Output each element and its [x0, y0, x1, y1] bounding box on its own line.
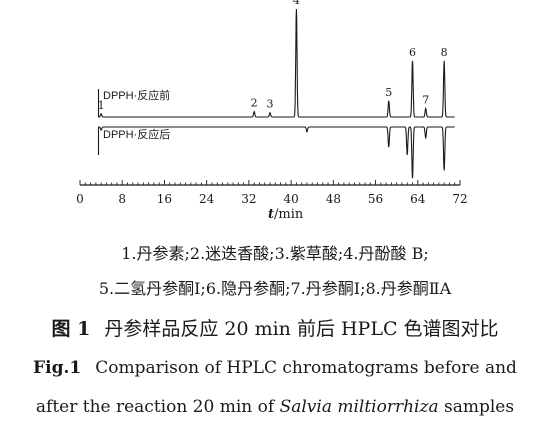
peak-label-7: 7: [422, 93, 429, 106]
peak-legend-line-1: 1.丹参素;2.迷迭香酸;3.紫草酸;4.丹酚酸 B;: [121, 244, 429, 263]
x-tick-label: 0: [76, 192, 84, 206]
x-tick-label: 40: [283, 192, 298, 206]
figure-title-cn-text: 丹参样品反应 20 min 前后 HPLC 色谱图对比: [104, 318, 499, 340]
figure-number-en: Fig.1: [33, 358, 82, 378]
series-label-after: DPPH·反应后: [103, 127, 170, 141]
figure-title-en-line-2: after the reaction 20 min of Salvia milt…: [0, 397, 550, 417]
figure-title-en-text-1: Comparison of HPLC chromatograms before …: [95, 358, 517, 378]
peak-label-1: 1: [98, 99, 105, 112]
peak-legend-line-2: 5.二氢丹参酮Ⅰ;6.隐丹参酮;7.丹参酮Ⅰ;8.丹参酮ⅡA: [98, 279, 452, 298]
peak-label-3: 3: [267, 98, 274, 111]
peak-label-2: 2: [251, 97, 258, 110]
x-axis-variable: t: [268, 207, 274, 222]
x-tick-label: 16: [157, 192, 172, 206]
x-tick-label: 32: [241, 192, 256, 206]
trace-before: [97, 8, 455, 118]
figure-title-en-text-2b: samples: [438, 397, 515, 417]
x-tick-label: 48: [326, 192, 341, 206]
figure-title-en-text-2a: after the reaction 20 min of: [35, 397, 280, 417]
peak-label-4: 4: [293, 0, 300, 7]
x-tick-label: 56: [368, 192, 383, 206]
series-label-before: DPPH·反应前: [103, 88, 170, 102]
peak-label-5: 5: [385, 86, 392, 99]
x-axis-unit: /min: [274, 207, 304, 222]
x-tick-label: 24: [199, 192, 215, 206]
x-axis-title: t/min: [268, 207, 304, 222]
peak-label-6: 6: [409, 46, 416, 59]
figure-number-cn: 图 1: [51, 318, 91, 340]
figure-title-en-line-1: Fig.1 Comparison of HPLC chromatograms be…: [0, 358, 550, 378]
x-tick-label: 64: [410, 192, 426, 206]
peak-label-8: 8: [441, 46, 448, 59]
figure-title-cn: 图 1 丹参样品反应 20 min 前后 HPLC 色谱图对比: [0, 314, 550, 341]
species-name: Salvia miltiorrhiza: [279, 397, 439, 417]
trace-after: [97, 126, 455, 179]
x-tick-label: 72: [452, 192, 467, 206]
x-tick-label: 8: [118, 192, 126, 206]
